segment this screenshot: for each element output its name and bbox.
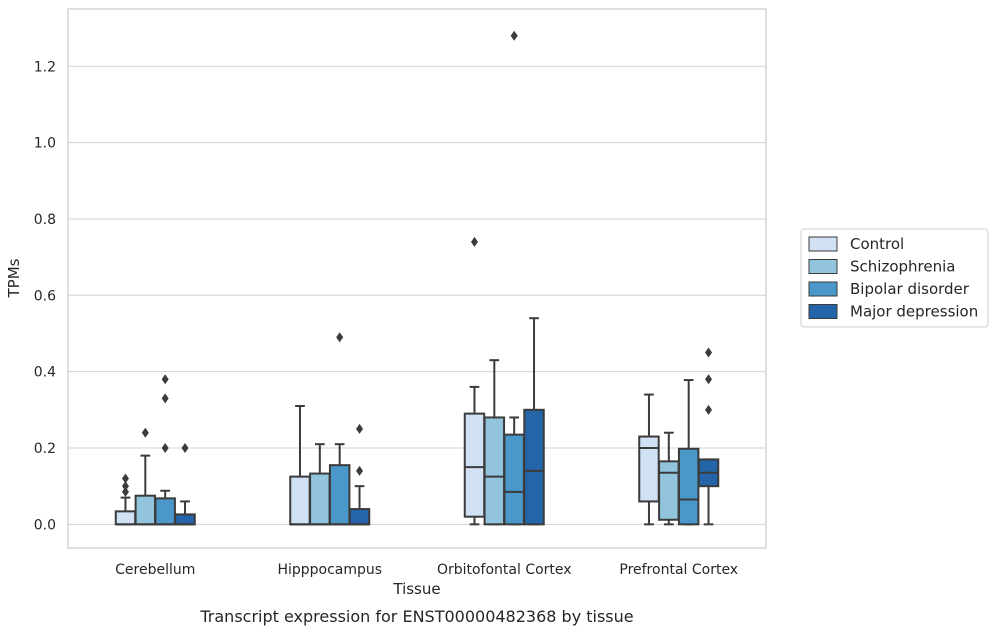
legend-swatch: [808, 304, 838, 319]
box-groups: [114, 30, 720, 526]
outlier-point: [161, 374, 169, 385]
box-iqr: [483, 416, 506, 526]
box-bipolar-disorder: [503, 30, 525, 526]
outlier-point: [121, 473, 129, 484]
box-control: [114, 473, 137, 526]
box-iqr: [523, 408, 545, 526]
outlier-point: [470, 236, 478, 247]
outlier-point: [161, 442, 169, 453]
box-iqr: [463, 412, 486, 518]
legend-swatch: [808, 259, 838, 274]
y-axis-title: TPMs: [5, 258, 23, 298]
box-iqr: [503, 433, 525, 526]
category-group: [114, 374, 196, 526]
x-tick-label: Prefrontal Cortex: [619, 562, 738, 578]
legend-swatch: [808, 281, 838, 297]
box-iqr: [134, 494, 157, 526]
box-iqr: [658, 460, 680, 521]
box-bipolar-disorder: [328, 332, 351, 526]
outlier-point: [141, 427, 149, 438]
y-tick-label: 0.8: [34, 212, 56, 228]
figure-caption: Transcript expression for ENST0000048236…: [199, 607, 633, 626]
y-tick-label: 1.0: [34, 136, 56, 152]
outlier-point: [161, 393, 169, 404]
plot-area-frame: [67, 8, 767, 549]
box-bipolar-disorder: [154, 374, 176, 526]
x-tick-label: Orbitofontal Cortex: [437, 562, 572, 578]
box-bipolar-disorder: [677, 379, 700, 526]
outlier-point: [121, 486, 129, 497]
box-iqr: [114, 510, 137, 526]
legend-label: Bipolar disorder: [850, 280, 970, 298]
x-axis-title: Tissue: [392, 580, 440, 598]
box-iqr: [289, 475, 311, 526]
outlier-point: [336, 332, 344, 343]
box-iqr: [328, 464, 351, 526]
box-schizophrenia: [483, 359, 506, 526]
outlier-point: [181, 442, 189, 453]
y-tick-label: 0.4: [34, 365, 56, 381]
box-control: [463, 236, 486, 526]
outlier-point: [356, 423, 364, 434]
legend-swatch: [808, 236, 838, 252]
x-tick-label: Cerebellum: [115, 562, 195, 578]
box-major-depression: [348, 423, 371, 526]
legend-label: Major depression: [850, 303, 978, 321]
box-schizophrenia: [309, 443, 331, 526]
box-major-depression: [697, 347, 720, 526]
category-group: [463, 30, 545, 526]
outlier-point: [356, 465, 364, 476]
box-control: [638, 393, 660, 526]
y-tick-label: 1.2: [34, 59, 56, 75]
legend-label: Control: [850, 235, 904, 253]
outlier-point: [705, 347, 713, 358]
x-tick-labels: Cerebellum Hipppocampus Orbitofontal Corte…: [115, 562, 738, 578]
box-iqr: [154, 497, 176, 526]
legend-box: [800, 228, 989, 328]
box-iqr: [677, 447, 700, 526]
category-group: [638, 347, 720, 526]
box-control: [289, 404, 311, 526]
outlier-point: [121, 481, 129, 492]
gridlines: [68, 65, 766, 525]
y-tick-labels: 0.0 0.2 0.4 0.6 0.8 1.0 1.2: [34, 59, 56, 533]
x-tick-label: Hipppocampus: [277, 562, 382, 578]
box-major-depression: [174, 442, 196, 526]
legend-label: Schizophrenia: [850, 258, 955, 276]
outlier-point: [510, 30, 518, 41]
y-tick-label: 0.6: [34, 288, 56, 304]
box-iqr: [348, 508, 371, 526]
box-schizophrenia: [658, 431, 680, 526]
box-iqr: [638, 435, 660, 503]
y-tick-label: 0.2: [34, 441, 56, 457]
outlier-point: [705, 374, 713, 385]
category-group: [289, 332, 371, 526]
outlier-point: [705, 404, 713, 415]
legend: Control Schizophrenia Bipolar disorder Majo…: [800, 228, 989, 328]
box-iqr: [309, 472, 331, 526]
box-major-depression: [523, 317, 545, 526]
box-iqr: [174, 513, 196, 526]
y-tick-label: 0.0: [34, 517, 56, 533]
box-schizophrenia: [134, 427, 157, 526]
